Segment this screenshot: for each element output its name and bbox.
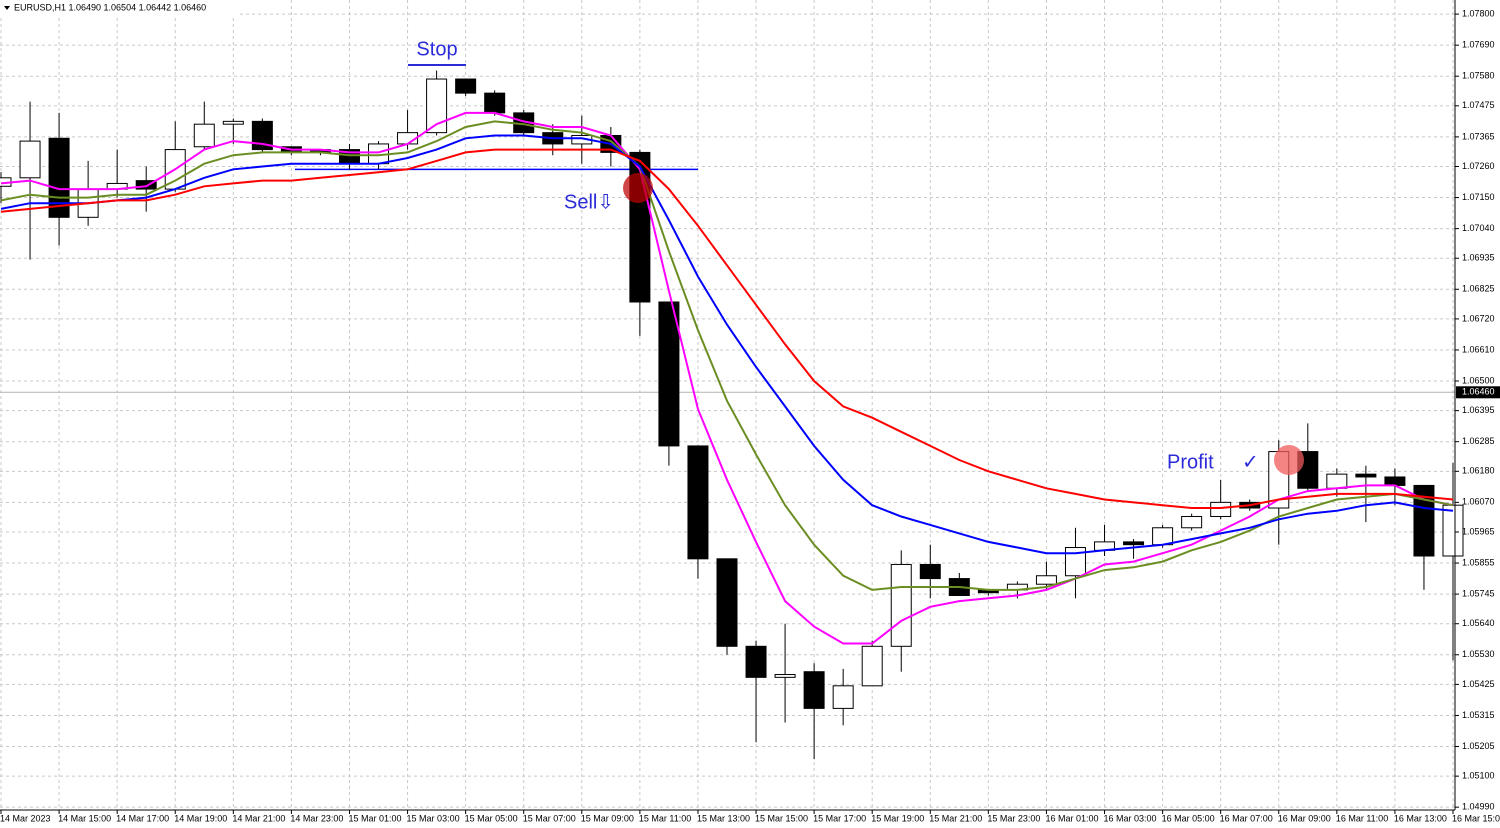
sell-marker <box>623 173 653 203</box>
y-tick-label: 1.06285 <box>1462 436 1495 446</box>
x-tick-label: 14 Mar 2023 <box>0 813 51 823</box>
annotation-stop: Stop <box>416 38 457 60</box>
candle-body <box>455 78 477 94</box>
candle-body <box>1384 476 1406 486</box>
candle-body <box>687 445 709 560</box>
x-tick-label: 15 Mar 19:00 <box>871 813 924 823</box>
y-tick-label: 1.04990 <box>1462 802 1495 812</box>
candle-body <box>426 78 448 134</box>
moving-average-line <box>0 148 1454 509</box>
y-tick-label: 1.07260 <box>1462 161 1495 171</box>
candle-body <box>745 645 767 678</box>
chart-title: EURUSD,H1 1.06490 1.06504 1.06442 1.0646… <box>14 2 206 12</box>
x-tick-label: 15 Mar 23:00 <box>987 813 1040 823</box>
candle-body <box>1035 575 1057 585</box>
annotation-sell: Sell⇩ <box>564 191 614 213</box>
x-tick-label: 16 Mar 03:00 <box>1104 813 1157 823</box>
candle-body <box>135 180 157 190</box>
y-tick-label: 1.05745 <box>1462 588 1495 598</box>
y-tick-label: 1.06500 <box>1462 375 1495 385</box>
candle-body <box>1064 547 1086 577</box>
x-tick-label: 14 Mar 15:00 <box>58 813 111 823</box>
plot <box>0 70 1464 760</box>
x-tick-label: 14 Mar 21:00 <box>232 813 285 823</box>
y-tick-label: 1.05425 <box>1462 679 1495 689</box>
candle-body <box>193 123 215 148</box>
x-tick-label: 16 Mar 11:00 <box>1336 813 1388 823</box>
y-tick-label: 1.05530 <box>1462 649 1495 659</box>
candle-body <box>1413 484 1435 557</box>
profit-marker <box>1274 445 1304 475</box>
candle-body <box>890 563 912 647</box>
candle-body <box>716 558 738 647</box>
x-tick-label: 15 Mar 01:00 <box>348 813 401 823</box>
candle-body <box>19 140 41 179</box>
y-tick-label: 1.07150 <box>1462 192 1495 202</box>
y-tick-label: 1.07800 <box>1462 8 1495 18</box>
last-price-label: 1.06460 <box>1462 387 1495 397</box>
candle-body <box>1326 473 1348 489</box>
y-tick-label: 1.07580 <box>1462 71 1495 81</box>
y-tick-label: 1.06395 <box>1462 405 1495 415</box>
x-tick-label: 15 Mar 13:00 <box>697 813 750 823</box>
x-tick-label: 15 Mar 21:00 <box>929 813 982 823</box>
x-tick-label: 15 Mar 17:00 <box>813 813 866 823</box>
x-tick-label: 16 Mar 13:00 <box>1394 813 1447 823</box>
candle-body <box>1355 473 1377 478</box>
candle-body <box>1152 527 1174 546</box>
candle-body <box>222 120 244 125</box>
y-tick-label: 1.07690 <box>1462 40 1495 50</box>
candle-body <box>803 671 825 709</box>
x-tick-label: 15 Mar 15:00 <box>755 813 808 823</box>
moving-average-line <box>0 120 1454 591</box>
x-tick-label: 16 Mar 01:00 <box>1045 813 1098 823</box>
title-arrow <box>4 6 10 10</box>
candle-body <box>832 685 854 709</box>
y-tick-label: 1.06070 <box>1462 497 1495 507</box>
last-price-box <box>1456 386 1500 399</box>
y-tick-label: 1.05315 <box>1462 710 1495 720</box>
x-tick-label: 14 Mar 17:00 <box>116 813 169 823</box>
candle-body <box>774 674 796 678</box>
x-tick-label: 15 Mar 07:00 <box>523 813 576 823</box>
moving-average-line <box>0 134 1454 555</box>
y-tick-label: 1.05205 <box>1462 741 1495 751</box>
candle-body <box>1123 541 1145 546</box>
y-tick-label: 1.05640 <box>1462 618 1495 628</box>
y-tick-label: 1.07475 <box>1462 100 1495 110</box>
candle-body <box>484 92 506 114</box>
candle-body <box>1442 504 1464 557</box>
y-tick-label: 1.07040 <box>1462 223 1495 233</box>
y-tick-label: 1.05965 <box>1462 526 1495 536</box>
x-tick-label: 16 Mar 15:00 <box>1452 813 1500 823</box>
y-tick-label: 1.06610 <box>1462 344 1495 354</box>
y-tick-label: 1.05100 <box>1462 771 1495 781</box>
candle-body <box>1210 501 1232 517</box>
y-tick-label: 1.06720 <box>1462 313 1495 323</box>
x-tick-label: 14 Mar 19:00 <box>174 813 227 823</box>
x-tick-label: 15 Mar 03:00 <box>407 813 460 823</box>
y-tick-label: 1.07365 <box>1462 131 1495 141</box>
candle-body <box>658 301 680 447</box>
x-tick-label: 16 Mar 09:00 <box>1278 813 1331 823</box>
x-tick-label: 16 Mar 05:00 <box>1162 813 1215 823</box>
y-tick-label: 1.06180 <box>1462 466 1495 476</box>
x-tick-label: 15 Mar 09:00 <box>581 813 634 823</box>
candle-body <box>1181 515 1203 529</box>
x-tick-label: 15 Mar 11:00 <box>639 813 691 823</box>
title-bg <box>0 0 240 16</box>
y-tick-label: 1.06935 <box>1462 253 1495 263</box>
x-tick-label: 16 Mar 07:00 <box>1220 813 1273 823</box>
x-tick-label: 15 Mar 05:00 <box>465 813 518 823</box>
annotation-check: ✓ <box>1242 451 1259 473</box>
y-tick-label: 1.06825 <box>1462 284 1495 294</box>
candle-body <box>861 645 883 687</box>
y-tick-label: 1.05855 <box>1462 557 1495 567</box>
x-tick-label: 14 Mar 23:00 <box>290 813 343 823</box>
candle-body <box>919 563 941 580</box>
annotation-profit: Profit <box>1167 451 1214 473</box>
